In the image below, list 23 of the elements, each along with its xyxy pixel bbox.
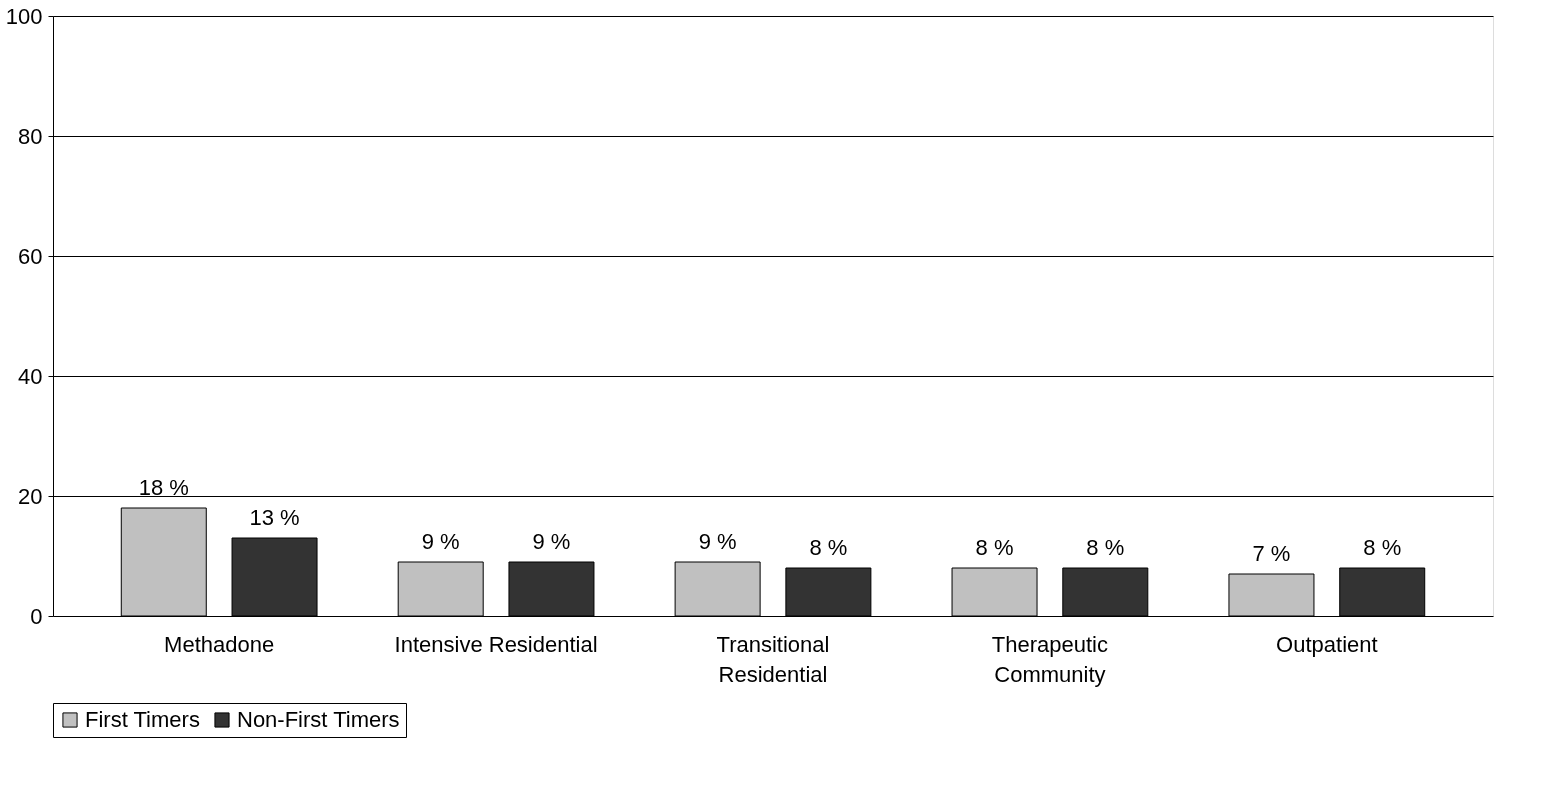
data-label: 9 % <box>532 529 571 554</box>
data-label: 8 % <box>809 535 848 560</box>
data-label: 13 % <box>249 505 300 530</box>
y-tick-label: 60 <box>18 243 43 269</box>
data-label: 18 % <box>138 475 189 500</box>
x-tick-label: Transitional Residential <box>716 631 830 687</box>
legend-label: First Timers <box>85 707 200 732</box>
y-tick-label: 80 <box>18 123 43 149</box>
y-tick-label: 20 <box>18 483 43 509</box>
data-label: 9 % <box>421 529 460 554</box>
x-tick-label: Intensive Residential <box>394 631 598 657</box>
y-tick-label: 40 <box>18 363 43 389</box>
x-tick-label: Methadone <box>164 631 275 657</box>
x-tick-label: Therapeutic Community <box>991 631 1109 687</box>
x-tick-label: Outpatient <box>1276 631 1378 657</box>
data-label: 8 % <box>975 535 1014 560</box>
y-tick-label: 0 <box>30 603 43 629</box>
data-label: 7 % <box>1252 541 1291 566</box>
data-label: 8 % <box>1363 535 1402 560</box>
data-label: 9 % <box>698 529 737 554</box>
data-label: 8 % <box>1086 535 1125 560</box>
legend-label: Non-First Timers <box>237 707 400 732</box>
y-tick-label: 100 <box>5 3 43 29</box>
